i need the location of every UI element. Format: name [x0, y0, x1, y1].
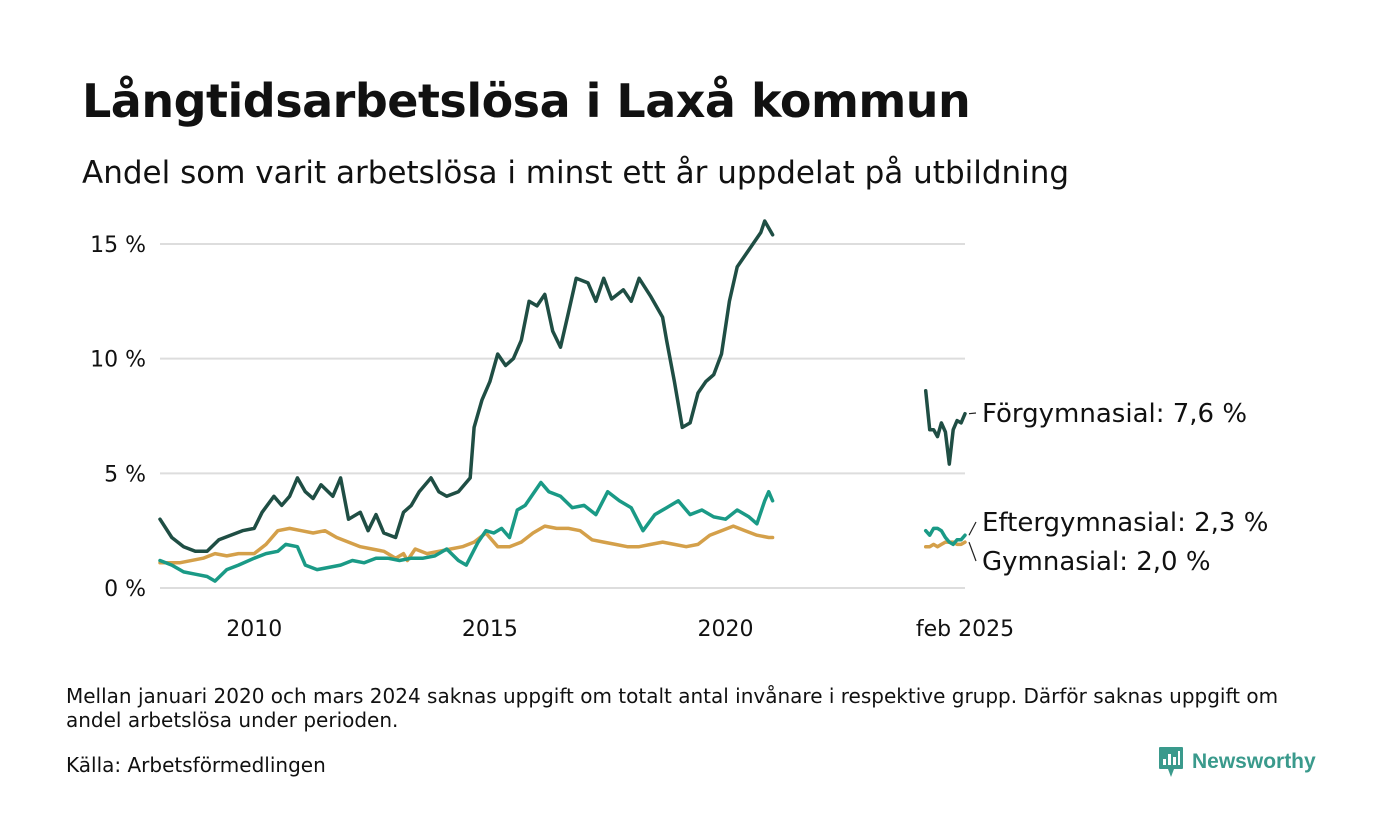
series-line-gymnasial	[158, 524, 775, 565]
x-tick-label: 2015	[462, 617, 518, 642]
chart-title: Långtidsarbetslösa i Laxå kommun	[82, 74, 971, 128]
y-tick-label: 5 %	[104, 462, 146, 487]
x-tick-label: feb 2025	[916, 617, 1014, 642]
y-tick-label: 0 %	[104, 577, 146, 602]
series-line-eftergymnasial	[158, 480, 775, 583]
chart-subtitle: Andel som varit arbetslösa i minst ett å…	[82, 155, 1070, 191]
footnote: Mellan januari 2020 och mars 2024 saknas…	[66, 684, 1279, 732]
y-tick-label: 15 %	[90, 233, 146, 258]
newsworthy-logo-icon	[1159, 747, 1183, 777]
x-tick-label: 2010	[226, 617, 282, 642]
series-line-förgymnasial	[923, 388, 967, 466]
x-tick-label: 2020	[697, 617, 753, 642]
y-tick-label: 10 %	[90, 348, 146, 373]
label-leader-line	[968, 412, 977, 415]
series-end-label: Förgymnasial: 7,6 %	[982, 399, 1247, 429]
source-note: Källa: Arbetsförmedlingen	[66, 753, 326, 777]
series-end-label: Eftergymnasial: 2,3 %	[982, 508, 1268, 538]
series-line-eftergymnasial	[923, 526, 967, 547]
label-leader-line	[968, 521, 977, 536]
series-line-gymnasial	[923, 540, 967, 549]
series-line-förgymnasial	[158, 219, 775, 554]
label-leader-line	[968, 541, 977, 562]
newsworthy-logo: Newsworthy	[1158, 746, 1316, 778]
brand-name: Newsworthy	[1192, 750, 1316, 773]
series-end-label: Gymnasial: 2,0 %	[982, 547, 1211, 577]
